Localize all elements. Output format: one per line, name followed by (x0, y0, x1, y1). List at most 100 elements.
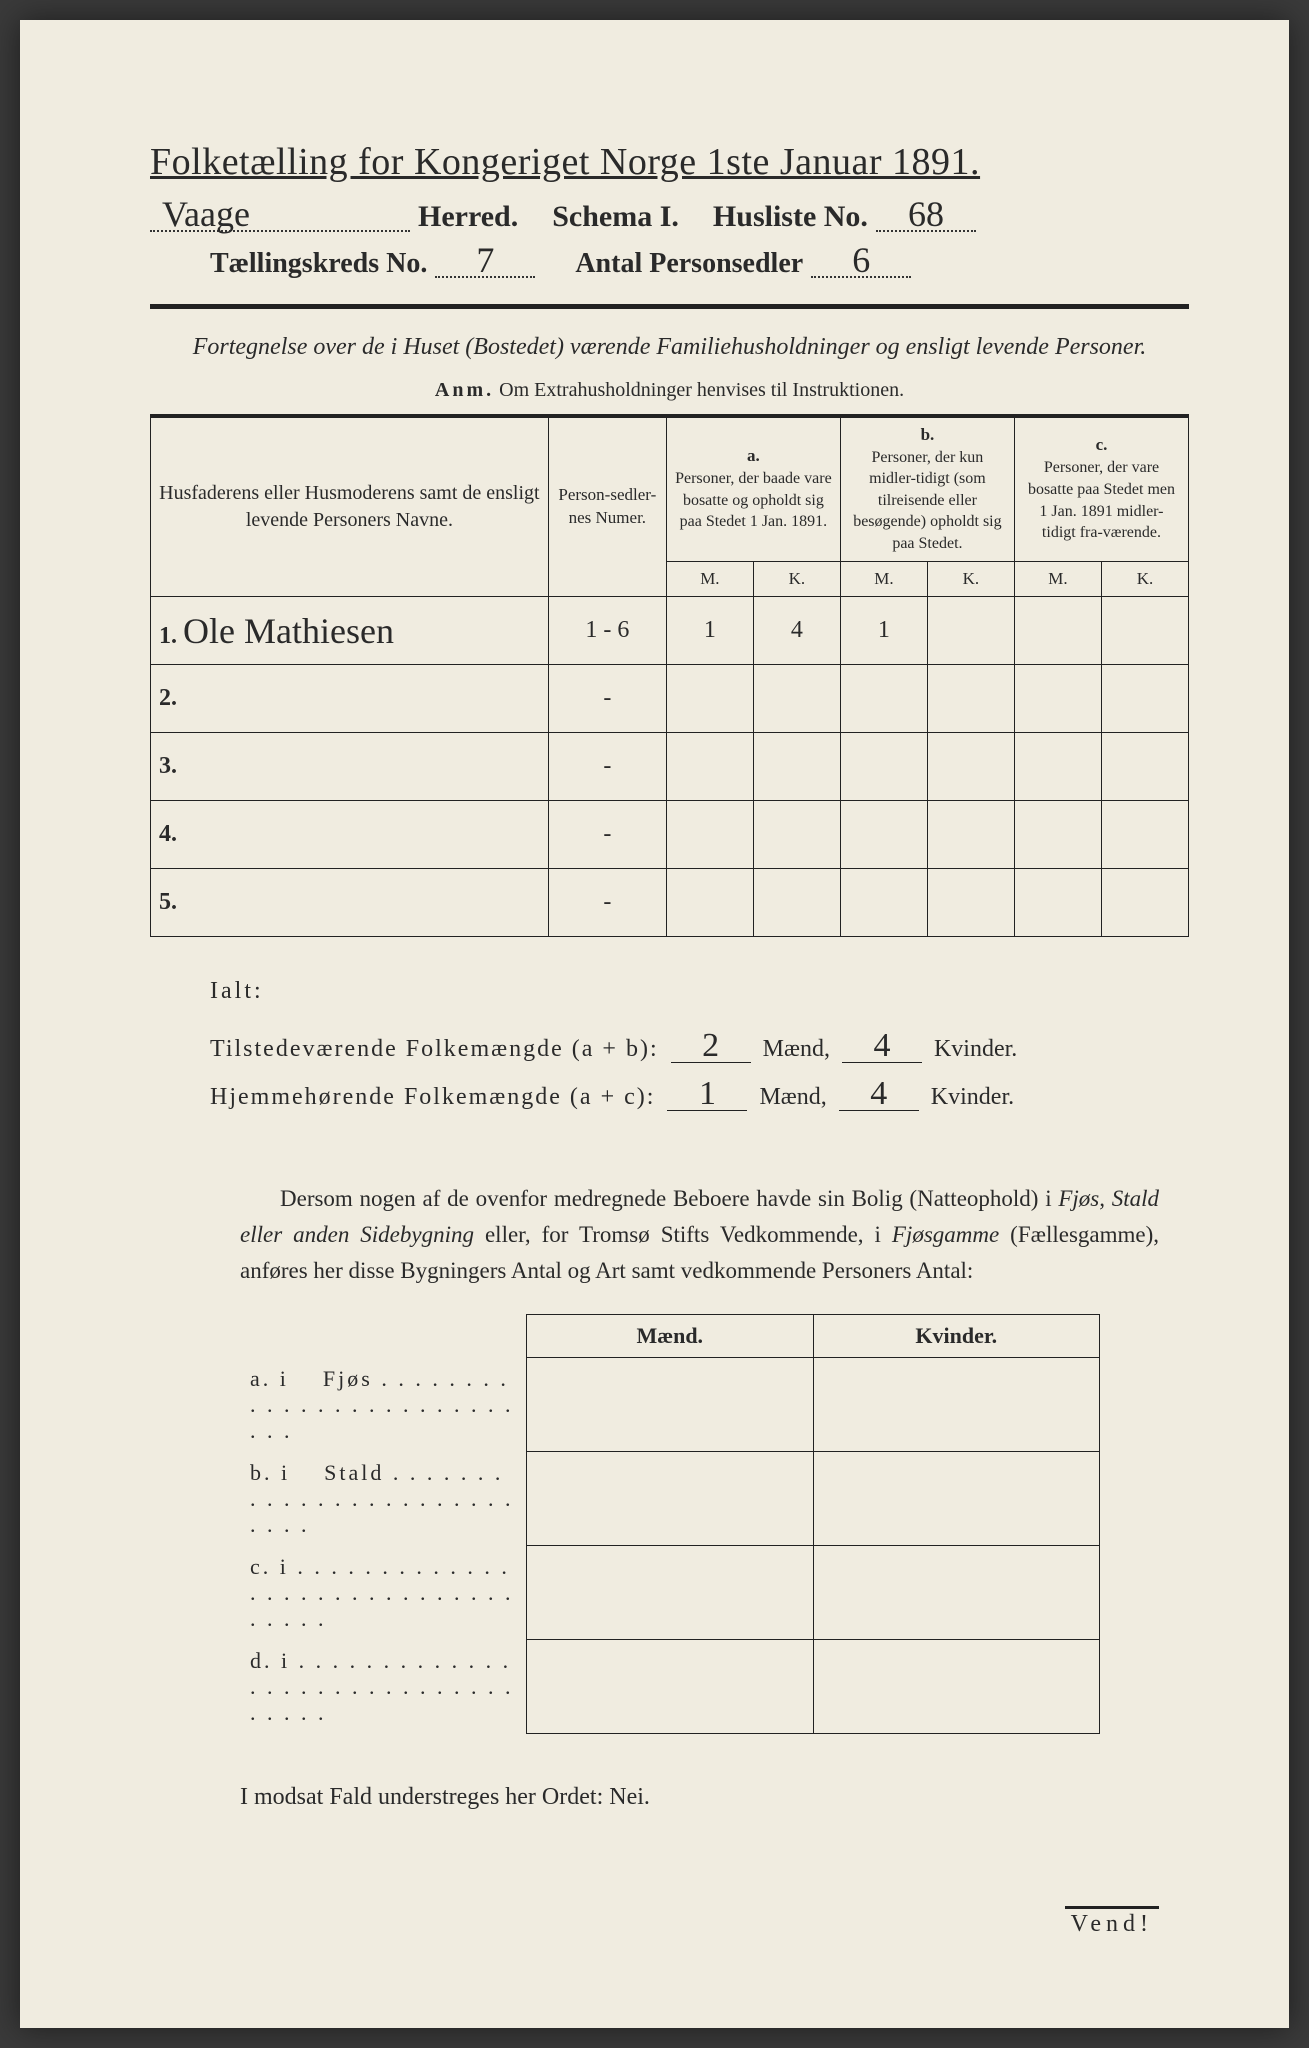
kreds-label: Tællingskreds No. (210, 248, 427, 280)
side-row: c. i . . . . . . . . . . . . . . . . . .… (240, 1546, 1100, 1640)
col-b-k: K. (927, 561, 1014, 597)
cell-ak[interactable] (753, 733, 840, 801)
side-cell-k[interactable] (813, 1452, 1100, 1546)
cell-bm[interactable] (840, 733, 927, 801)
cell-num[interactable]: - (548, 733, 666, 801)
side-row-label: c. i . . . . . . . . . . . . . . . . . .… (240, 1546, 527, 1640)
herred-row: Vaage Herred. Schema I. Husliste No. 68 (150, 198, 1189, 234)
tilstede-k[interactable]: 4 (842, 1031, 922, 1063)
totals-block: Ialt: Tilstedeværende Folkemængde (a + b… (210, 967, 1189, 1121)
heavy-rule (150, 304, 1189, 309)
cell-bk[interactable] (927, 801, 1014, 869)
side-h-kvinder: Kvinder. (813, 1315, 1100, 1358)
cell-name[interactable]: 1. Ole Mathiesen (151, 597, 549, 665)
table-row: 5. - (151, 869, 1189, 937)
cell-num[interactable]: - (548, 665, 666, 733)
cell-ck[interactable] (1101, 597, 1188, 665)
cell-cm[interactable] (1014, 733, 1101, 801)
col-a-m: M. (666, 561, 753, 597)
cell-bm[interactable] (840, 869, 927, 937)
antal-label: Antal Personsedler (575, 248, 803, 280)
anm-text: Om Extrahusholdninger henvises til Instr… (499, 379, 904, 401)
herred-field[interactable]: Vaage (150, 198, 410, 232)
husliste-label: Husliste No. (713, 200, 868, 234)
col-num-text: Person-sedler-nes Numer. (558, 485, 656, 527)
tilstede-label: Tilstedeværende Folkemængde (a + b): (210, 1036, 659, 1062)
cell-bk[interactable] (927, 869, 1014, 937)
cell-ak[interactable]: 4 (753, 597, 840, 665)
cell-bm[interactable] (840, 665, 927, 733)
vend-label: Vend! (1065, 1906, 1159, 1938)
col-b-letter: b. (849, 424, 1006, 447)
cell-ck[interactable] (1101, 733, 1188, 801)
cell-ck[interactable] (1101, 665, 1188, 733)
cell-bk[interactable] (927, 733, 1014, 801)
col-c-text: Personer, der vare bosatte paa Stedet me… (1023, 457, 1180, 543)
kreds-field[interactable]: 7 (435, 244, 535, 278)
ialt-label: Ialt: (210, 967, 1189, 1015)
kreds-row: Tællingskreds No. 7 Antal Personsedler 6 (150, 244, 1189, 280)
main-table: Husfaderens eller Husmoderens samt de en… (150, 414, 1189, 938)
side-cell-k[interactable] (813, 1546, 1100, 1640)
cell-name[interactable]: 3. (151, 733, 549, 801)
row-num: 4. (159, 821, 177, 847)
anm-label: Anm. (435, 379, 494, 401)
side-cell-m[interactable] (527, 1546, 814, 1640)
side-cell-m[interactable] (527, 1452, 814, 1546)
main-table-body: 1. Ole Mathiesen 1 - 6 1 4 1 2. - 3. - (151, 597, 1189, 937)
cell-am[interactable] (666, 733, 753, 801)
side-row: b. i Stald . . . . . . . . . . . . . . .… (240, 1452, 1100, 1546)
table-row: 3. - (151, 733, 1189, 801)
side-row-label: d. i . . . . . . . . . . . . . . . . . .… (240, 1640, 527, 1734)
table-row: 2. - (151, 665, 1189, 733)
cell-name[interactable]: 2. (151, 665, 549, 733)
row-num: 2. (159, 685, 177, 711)
cell-cm[interactable] (1014, 801, 1101, 869)
side-row: a. i Fjøs . . . . . . . . . . . . . . . … (240, 1358, 1100, 1452)
cell-num[interactable]: - (548, 801, 666, 869)
cell-ak[interactable] (753, 869, 840, 937)
col-num-header: Person-sedler-nes Numer. (548, 416, 666, 597)
hjemme-label: Hjemmehørende Folkemængde (a + c): (210, 1084, 655, 1110)
cell-bk[interactable] (927, 597, 1014, 665)
side-cell-k[interactable] (813, 1358, 1100, 1452)
cell-name[interactable]: 4. (151, 801, 549, 869)
cell-cm[interactable] (1014, 869, 1101, 937)
cell-am[interactable] (666, 801, 753, 869)
name-value: Ole Mathiesen (183, 611, 394, 651)
cell-ak[interactable] (753, 801, 840, 869)
cell-cm[interactable] (1014, 597, 1101, 665)
cell-bm[interactable]: 1 (840, 597, 927, 665)
cell-bk[interactable] (927, 665, 1014, 733)
cell-ck[interactable] (1101, 869, 1188, 937)
col-a-letter: a. (675, 445, 832, 468)
cell-am[interactable] (666, 665, 753, 733)
col-a-text: Personer, der baade vare bosatte og opho… (675, 468, 832, 533)
side-row-label: b. i Stald . . . . . . . . . . . . . . .… (240, 1452, 527, 1546)
intro-italic: Fortegnelse over de i Huset (Bostedet) v… (190, 331, 1149, 365)
hjemme-m[interactable]: 1 (667, 1079, 747, 1111)
cell-ak[interactable] (753, 665, 840, 733)
col-name-text: Husfaderens eller Husmoderens samt de en… (159, 482, 539, 531)
cell-am[interactable] (666, 869, 753, 937)
antal-field[interactable]: 6 (811, 244, 911, 278)
col-b-text: Personer, der kun midler-tidigt (som til… (849, 447, 1006, 555)
hjemme-k[interactable]: 4 (839, 1079, 919, 1111)
side-cell-m[interactable] (527, 1358, 814, 1452)
cell-ck[interactable] (1101, 801, 1188, 869)
cell-name[interactable]: 5. (151, 869, 549, 937)
cell-bm[interactable] (840, 801, 927, 869)
cell-cm[interactable] (1014, 665, 1101, 733)
row-num: 3. (159, 753, 177, 779)
cell-num[interactable]: 1 - 6 (548, 597, 666, 665)
col-c-m: M. (1014, 561, 1101, 597)
side-row: d. i . . . . . . . . . . . . . . . . . .… (240, 1640, 1100, 1734)
cell-am[interactable]: 1 (666, 597, 753, 665)
husliste-field[interactable]: 68 (876, 198, 976, 232)
cell-num[interactable]: - (548, 869, 666, 937)
side-cell-k[interactable] (813, 1640, 1100, 1734)
tilstede-m[interactable]: 2 (671, 1031, 751, 1063)
row-num: 1. (159, 623, 177, 649)
side-h-maend: Mænd. (527, 1315, 814, 1358)
side-cell-m[interactable] (527, 1640, 814, 1734)
